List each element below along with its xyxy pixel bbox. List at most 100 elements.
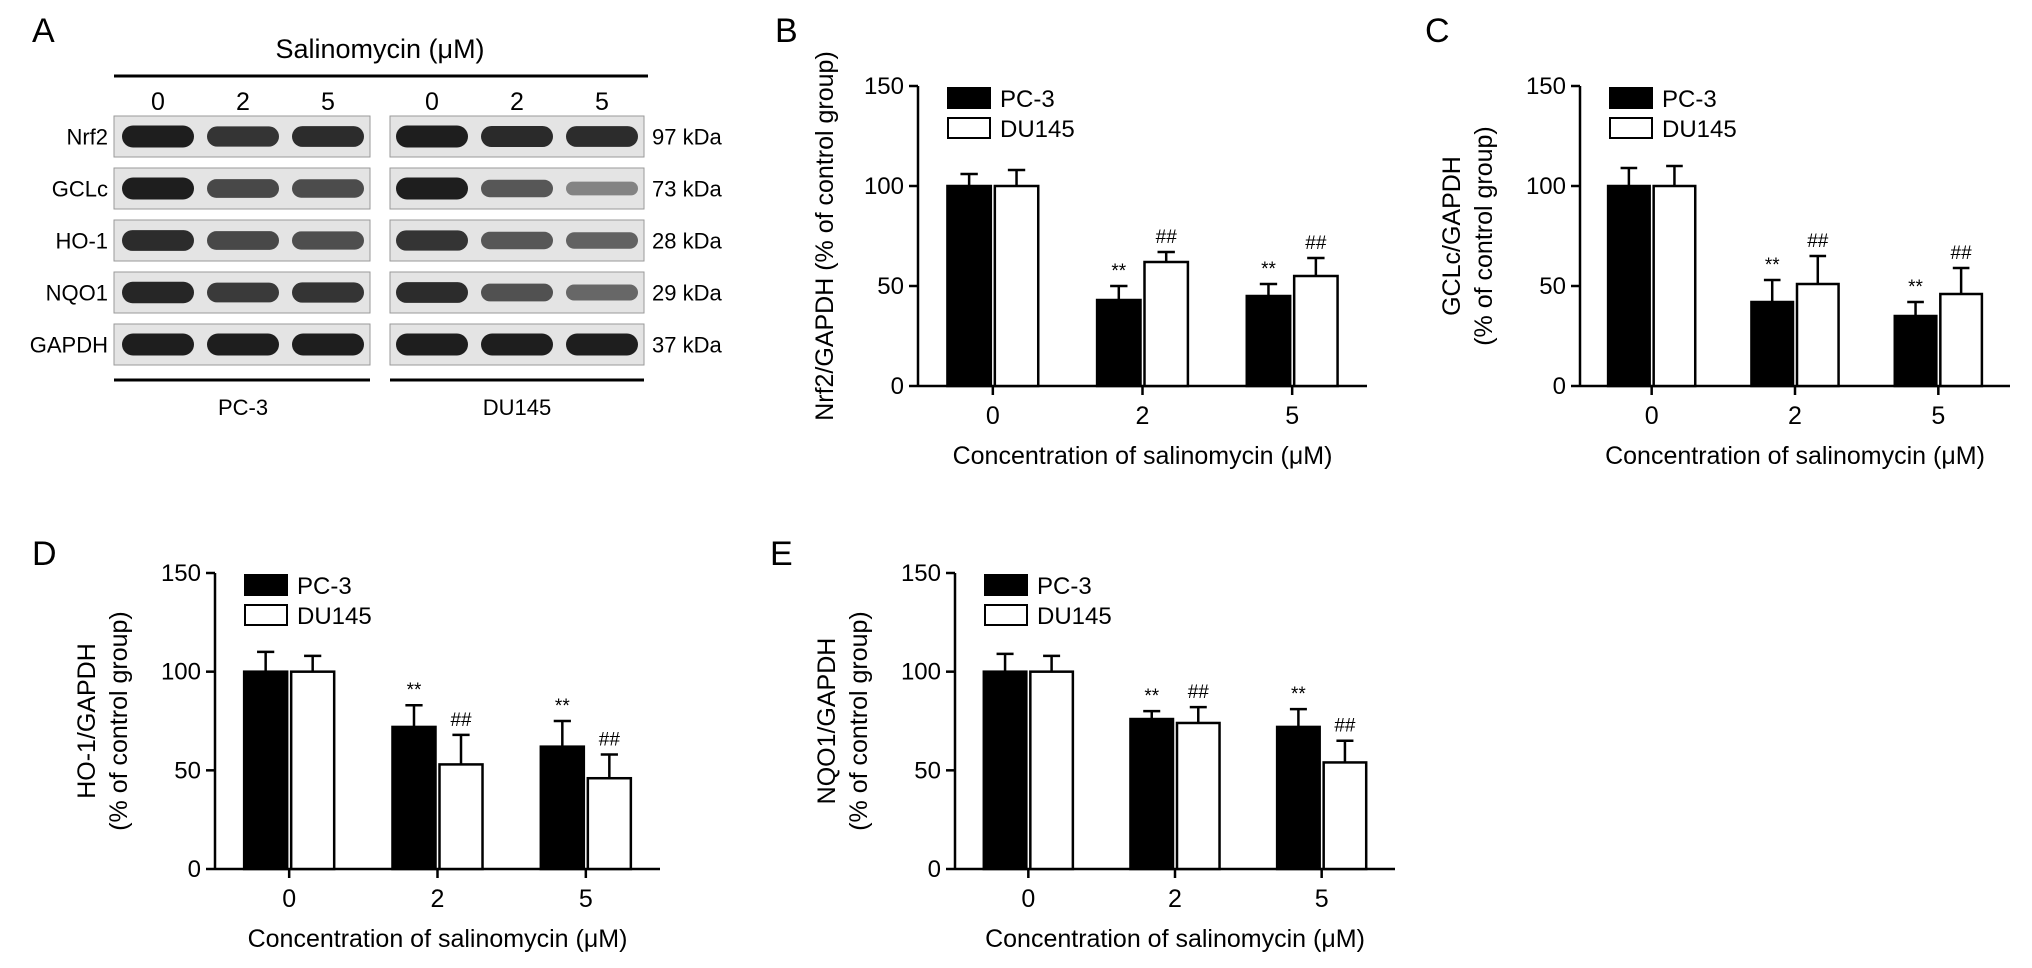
blot-band [292, 231, 364, 250]
y-axis-title: Nrf2/GAPDH (% of control group) [811, 51, 839, 421]
x-tick-label: 0 [986, 402, 1000, 430]
x-axis-title: Concentration of salinomycin (μM) [985, 925, 1365, 953]
legend-label: DU145 [1000, 116, 1075, 143]
bar-pc3 [1129, 717, 1175, 871]
y-axis-title: NQO1/GAPDH [813, 638, 841, 805]
blot-band [566, 284, 638, 301]
legend-swatch [1609, 117, 1653, 139]
y-tick-label: 150 [901, 560, 941, 587]
panel-letter-b: B [775, 12, 798, 50]
bar-pc3 [1245, 294, 1292, 388]
significance-label: ** [555, 696, 570, 717]
blot-band [207, 282, 279, 303]
western-blot-panel: A Salinomycin (μM) 0 2 5 0 2 5 Nrf2 97 kDa GCLc… [30, 12, 723, 420]
blot-band [207, 333, 279, 356]
significance-label: ## [1334, 716, 1356, 737]
bar-pc3 [539, 745, 586, 871]
y-axis-title: GCLc/GAPDH [1438, 156, 1466, 316]
bar-pc3 [946, 184, 993, 388]
protein-label: GCLc [52, 177, 108, 202]
y-tick-label: 100 [161, 659, 201, 686]
x-tick-label: 2 [431, 885, 445, 913]
blot-band [566, 126, 638, 147]
concentration-labels: 0 2 5 0 2 5 [151, 88, 609, 116]
bar-pc3 [1095, 298, 1142, 388]
molecular-weight-label: 28 kDa [652, 229, 722, 254]
x-tick-label: 5 [1315, 885, 1329, 913]
blot-band [481, 179, 553, 198]
bar-du145 [1652, 184, 1697, 388]
x-tick-label: 0 [1645, 402, 1659, 430]
blot-band [207, 179, 279, 198]
legend-swatch [984, 604, 1028, 626]
bar-du145 [1029, 670, 1075, 871]
legend-swatch [1609, 87, 1653, 109]
y-tick-label: 0 [1553, 373, 1566, 400]
y-tick-label: 150 [161, 560, 201, 587]
blot-band [207, 126, 279, 147]
bar-du145 [289, 670, 336, 871]
blot-band [566, 181, 638, 196]
significance-label: ## [1807, 231, 1829, 252]
blot-band [122, 333, 194, 356]
y-tick-label: 100 [864, 173, 904, 200]
y-axis-title: (% of control group) [1470, 126, 1498, 346]
y-tick-label: 150 [1526, 73, 1566, 100]
panel-letter-e: E [770, 535, 793, 573]
legend-swatch [947, 117, 991, 139]
blot-band [122, 281, 194, 304]
protein-label: NQO1 [46, 281, 108, 306]
bar-pc3 [1275, 725, 1321, 871]
panel-letter-c: C [1425, 12, 1450, 50]
blot-band [122, 230, 194, 251]
concentration-label: 5 [321, 88, 335, 116]
x-tick-label: 5 [1285, 402, 1299, 430]
bar-du145 [1292, 274, 1339, 388]
blot-band [292, 126, 364, 147]
significance-label: ** [1111, 261, 1126, 282]
legend-swatch [244, 574, 288, 596]
y-tick-label: 50 [914, 757, 941, 784]
bar-du145 [1143, 260, 1190, 388]
blot-band [396, 333, 468, 356]
significance-label: ## [1188, 682, 1210, 703]
bar-du145 [1939, 292, 1984, 388]
legend-swatch [984, 574, 1028, 596]
legend-label: DU145 [297, 603, 372, 630]
x-tick-label: 2 [1168, 885, 1182, 913]
significance-label: ** [407, 680, 422, 701]
y-tick-label: 100 [901, 659, 941, 686]
bar-du145 [586, 776, 633, 871]
bar-pc3 [982, 670, 1028, 871]
bar-du145 [1795, 282, 1840, 388]
blot-row: Nrf2 97 kDa [66, 115, 722, 158]
legend-swatch [947, 87, 991, 109]
x-tick-label: 0 [282, 885, 296, 913]
blot-band [566, 232, 638, 249]
y-tick-label: 100 [1526, 173, 1566, 200]
bar-du145 [993, 184, 1040, 388]
significance-label: ** [1765, 255, 1780, 276]
blot-band [122, 177, 194, 200]
legend-swatch [244, 604, 288, 626]
legend-label: PC-3 [1662, 86, 1717, 113]
y-tick-label: 0 [891, 373, 904, 400]
blot-band [207, 231, 279, 250]
blot-band [481, 125, 553, 148]
legend-label: PC-3 [1037, 573, 1092, 600]
significance-label: ** [1291, 684, 1306, 705]
blot-rows: Nrf2 97 kDa GCLc 73 kDa HO-1 28 kDa NQO1 29 kDa… [30, 115, 722, 366]
bar-pc3 [1750, 300, 1795, 388]
protein-label: HO-1 [55, 229, 108, 254]
significance-label: ## [450, 710, 472, 731]
legend-label: PC-3 [1000, 86, 1055, 113]
bar-du145 [1322, 761, 1368, 871]
x-tick-label: 5 [579, 885, 593, 913]
panel-letter-d: D [32, 535, 57, 573]
blot-row: NQO1 29 kDa [46, 271, 722, 314]
blot-band [396, 230, 468, 251]
panel-letter-a: A [32, 12, 55, 50]
molecular-weight-label: 73 kDa [652, 177, 722, 202]
